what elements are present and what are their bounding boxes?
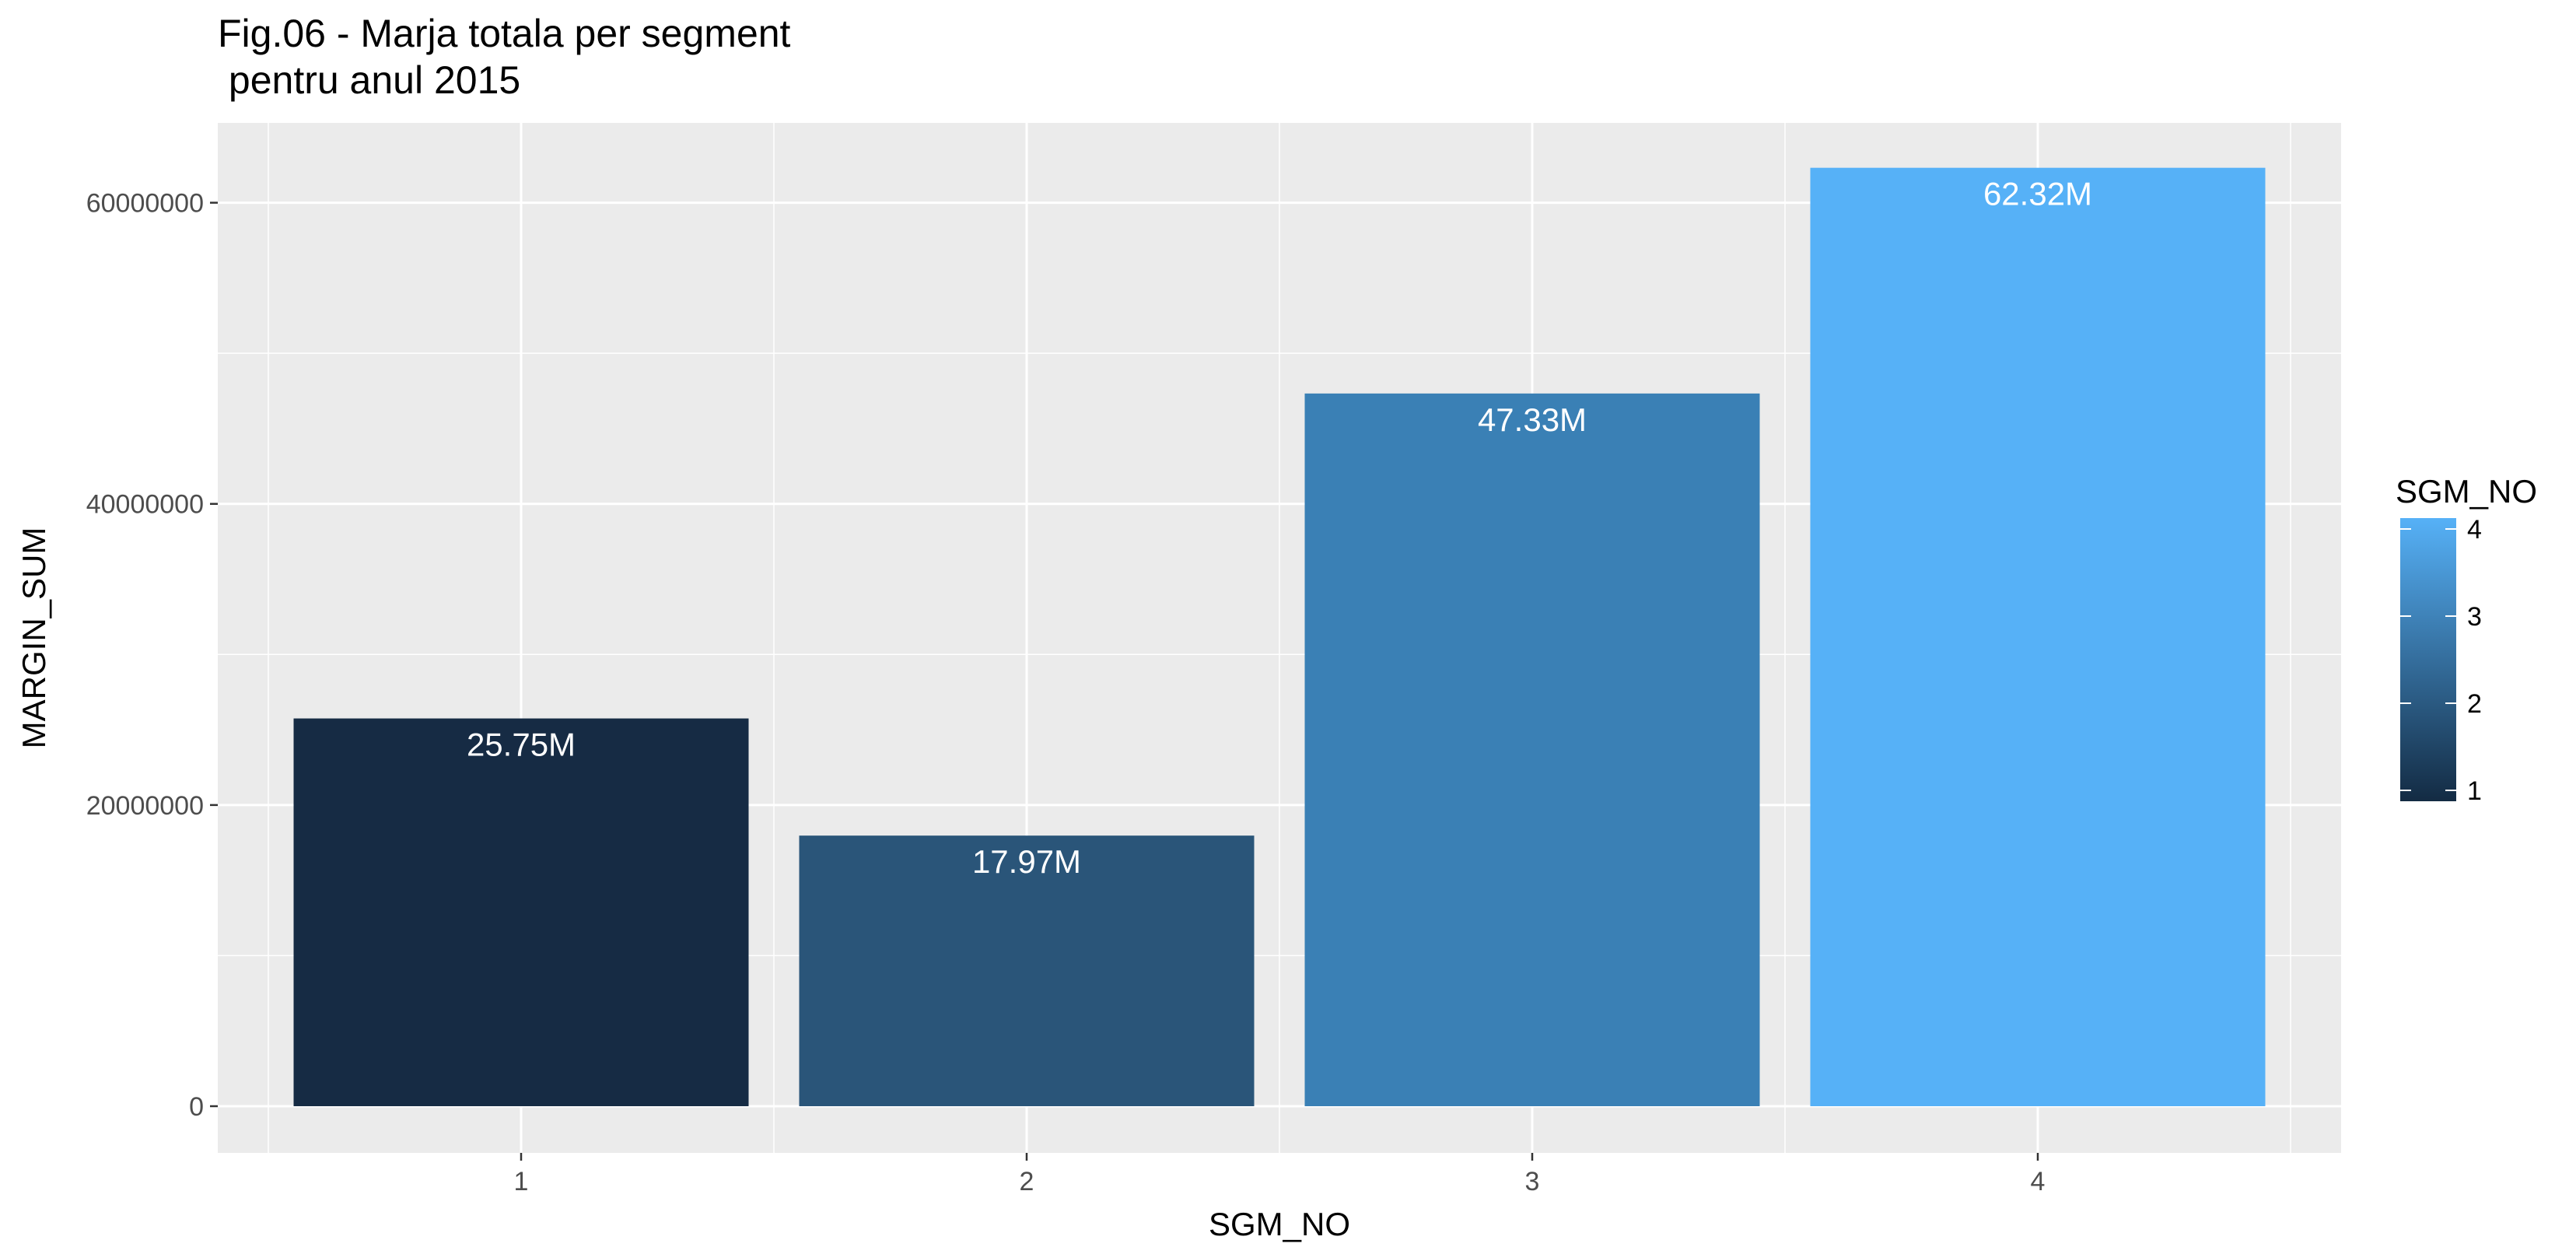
bar-labels: 25.75M 17.97M 47.33M 62.32M	[467, 176, 2092, 880]
y-tick-label: 0	[189, 1092, 204, 1122]
legend-label: 3	[2467, 602, 2482, 632]
y-tick-label: 40000000	[86, 490, 204, 520]
chart-title-line1: Fig.06 - Marja totala per segment	[218, 12, 791, 55]
legend-colorbar	[2400, 518, 2456, 801]
y-axis-title: MARGIN_SUM	[16, 527, 52, 749]
bar-value-label: 17.97M	[972, 843, 1081, 880]
legend: SGM_NO 4 3 2 1	[2396, 473, 2537, 806]
x-axis: 1 2 3 4	[514, 1153, 2046, 1196]
x-tick-label: 1	[514, 1167, 529, 1196]
legend-label: 1	[2467, 776, 2482, 806]
legend-label: 4	[2467, 515, 2482, 545]
x-axis-title: SGM_NO	[1209, 1206, 1350, 1242]
chart-title-line2: pentru anul 2015	[218, 58, 520, 102]
bar-value-label: 25.75M	[467, 727, 576, 763]
x-tick-label: 2	[1020, 1167, 1034, 1196]
legend-label: 2	[2467, 689, 2482, 719]
y-tick-label: 60000000	[86, 189, 204, 219]
legend-ticks: 4 3 2 1	[2400, 515, 2482, 806]
bar	[1304, 393, 1760, 1106]
legend-title: SGM_NO	[2396, 473, 2537, 510]
x-tick-label: 4	[2031, 1167, 2046, 1196]
bar	[799, 835, 1255, 1106]
y-tick-label: 20000000	[86, 791, 204, 821]
bar-value-label: 62.32M	[1983, 176, 2092, 212]
bars	[293, 167, 2266, 1106]
x-tick-label: 3	[1525, 1167, 1540, 1196]
y-axis: 0 20000000 40000000 60000000	[86, 189, 218, 1122]
bar	[293, 718, 749, 1106]
bar-value-label: 47.33M	[1478, 401, 1587, 438]
bar	[1810, 167, 2266, 1106]
